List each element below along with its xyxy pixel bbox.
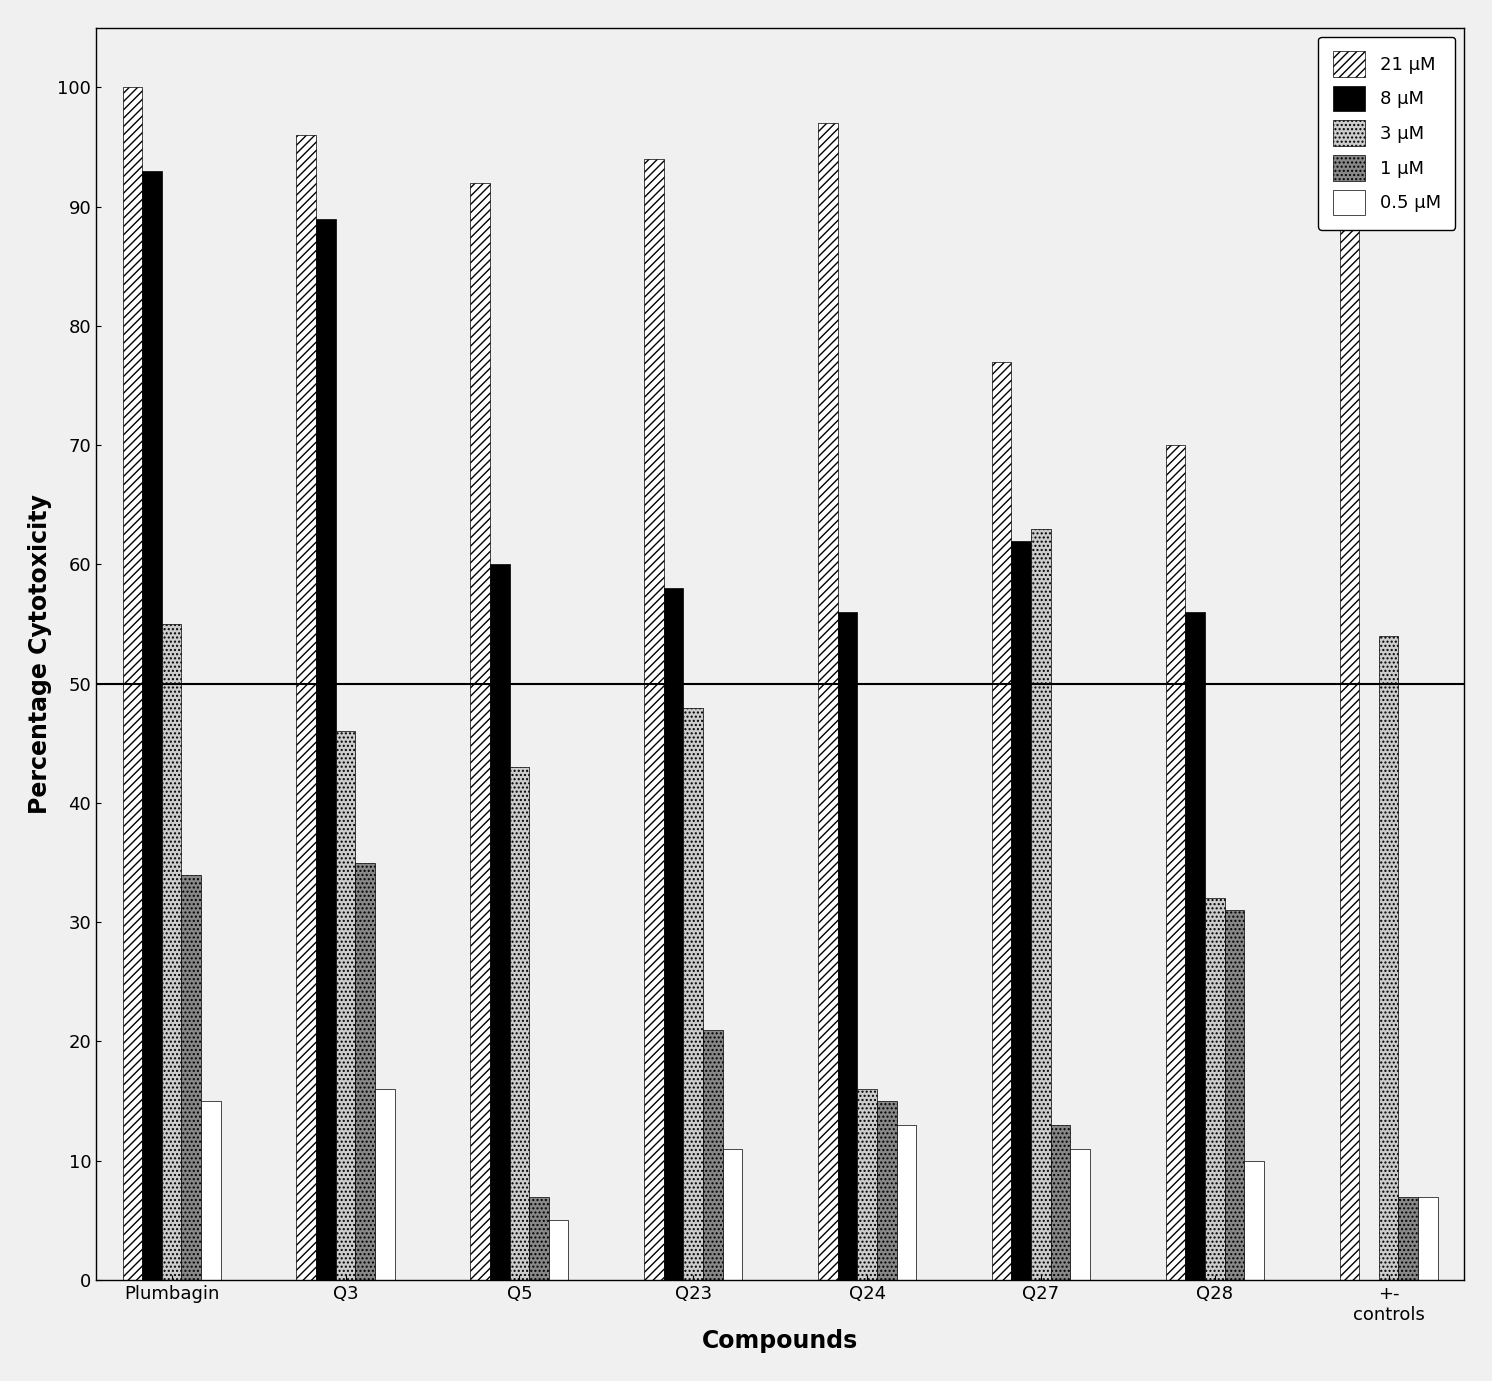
Bar [1340, 87, 1359, 1280]
Bar [683, 707, 703, 1280]
Bar [161, 624, 182, 1280]
Bar [992, 362, 1012, 1280]
Legend: 21 μM, 8 μM, 3 μM, 1 μM, 0.5 μM: 21 μM, 8 μM, 3 μM, 1 μM, 0.5 μM [1319, 37, 1455, 229]
Bar [1244, 1161, 1264, 1280]
Bar [142, 171, 161, 1280]
Bar [1165, 445, 1185, 1280]
X-axis label: Compounds: Compounds [703, 1330, 858, 1353]
Bar [897, 1126, 916, 1280]
Bar [530, 1196, 549, 1280]
Bar [182, 874, 201, 1280]
Bar [1225, 910, 1244, 1280]
Bar [355, 863, 374, 1280]
Bar [1050, 1126, 1070, 1280]
Bar [664, 588, 683, 1280]
Bar [122, 87, 142, 1280]
Bar [470, 182, 489, 1280]
Bar [297, 135, 316, 1280]
Bar [549, 1221, 568, 1280]
Bar [1206, 899, 1225, 1280]
Bar [201, 1101, 221, 1280]
Bar [858, 1090, 877, 1280]
Bar [1185, 612, 1206, 1280]
Bar [1398, 1196, 1417, 1280]
Y-axis label: Percentage Cytotoxicity: Percentage Cytotoxicity [28, 494, 52, 813]
Bar [818, 123, 837, 1280]
Bar [489, 565, 510, 1280]
Bar [1012, 540, 1031, 1280]
Bar [1417, 1196, 1438, 1280]
Bar [1379, 637, 1398, 1280]
Bar [645, 159, 664, 1280]
Bar [1031, 529, 1050, 1280]
Bar [722, 1149, 743, 1280]
Bar [837, 612, 858, 1280]
Bar [374, 1090, 395, 1280]
Bar [316, 218, 336, 1280]
Bar [336, 732, 355, 1280]
Bar [877, 1101, 897, 1280]
Bar [1070, 1149, 1091, 1280]
Bar [510, 768, 530, 1280]
Bar [703, 1030, 722, 1280]
